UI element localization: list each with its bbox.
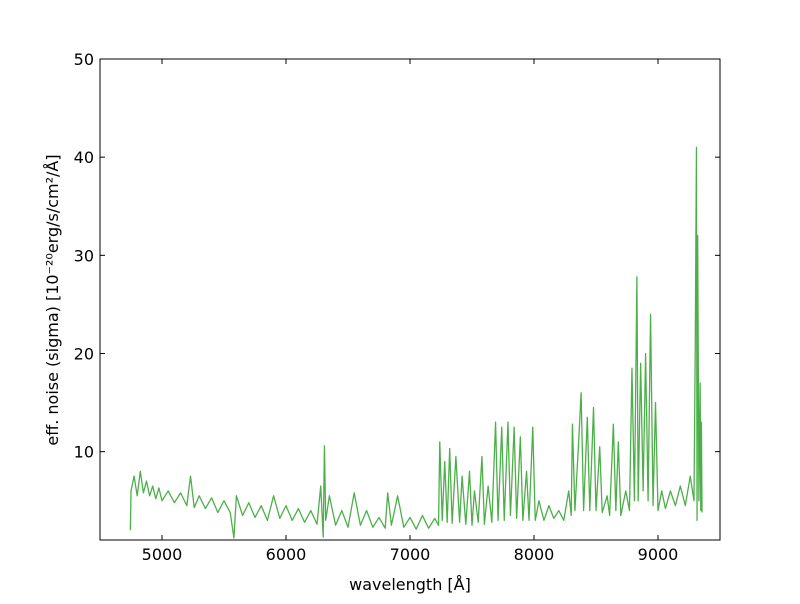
x-tick-label: 8000 [514,545,555,564]
x-tick-label: 5000 [142,545,183,564]
y-tick-label: 20 [74,344,94,363]
plot-frame [99,58,721,541]
y-tick-label: 40 [74,148,94,167]
x-tick-label: 6000 [266,545,307,564]
y-tick-label: 10 [74,443,94,462]
y-tick-label: 30 [74,246,94,265]
y-tick-label: 50 [74,50,94,69]
x-tick-label: 7000 [390,545,431,564]
y-axis-label: eff. noise (sigma) [10⁻²⁰erg/s/cm²/Å] [43,154,62,445]
x-tick-label: 9000 [638,545,679,564]
data-line [129,146,703,539]
x-axis-label: wavelength [Å] [349,575,471,594]
